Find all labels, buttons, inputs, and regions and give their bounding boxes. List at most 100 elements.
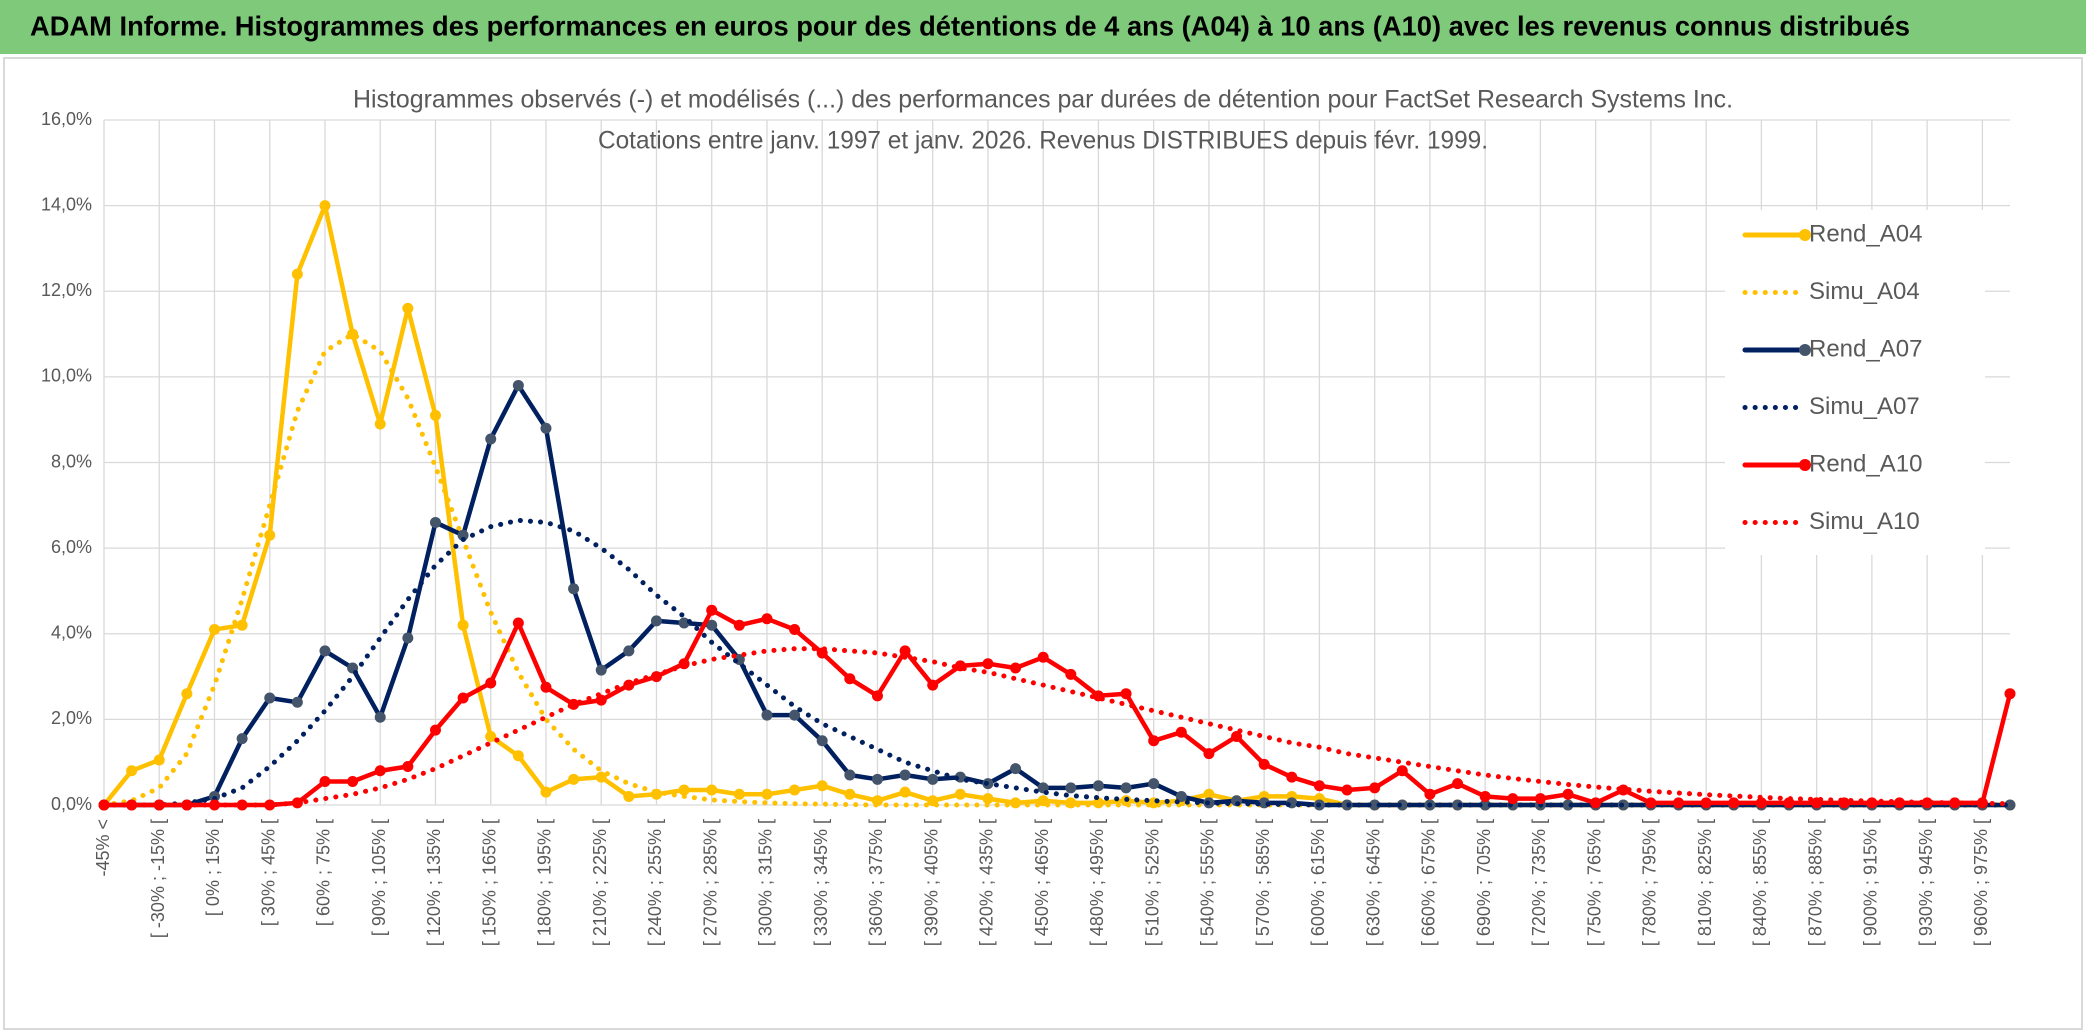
data-point	[1120, 782, 1132, 794]
data-point	[844, 673, 856, 685]
x-tick-label: [ 780% ; 795% [	[1640, 819, 1660, 946]
data-point	[540, 681, 552, 693]
data-point	[485, 677, 497, 689]
data-point	[1700, 797, 1712, 809]
y-tick-label: 14,0%	[41, 194, 92, 214]
data-point	[761, 709, 773, 721]
data-point	[927, 679, 939, 691]
chart-subtitle: Cotations entre janv. 1997 et janv. 2026…	[598, 127, 1488, 155]
data-point	[402, 760, 414, 772]
legend-label: Simu_A07	[1809, 393, 1920, 420]
x-tick-label: [ 600% ; 615% [	[1308, 819, 1328, 946]
data-point	[374, 418, 386, 430]
data-point	[1673, 797, 1685, 809]
x-tick-label: [ 390% ; 405% [	[921, 819, 941, 946]
legend-marker	[1799, 459, 1811, 471]
data-point	[236, 799, 248, 811]
data-point	[816, 780, 828, 792]
data-point	[789, 709, 801, 721]
y-tick-label: 2,0%	[51, 708, 92, 728]
x-tick-label: [ 360% ; 375% [	[866, 819, 886, 946]
y-tick-label: 16,0%	[41, 109, 92, 129]
data-point	[291, 268, 303, 280]
data-point	[1755, 797, 1767, 809]
data-point	[512, 617, 524, 629]
x-tick-label: [ 630% ; 645% [	[1363, 819, 1383, 946]
data-point	[595, 664, 607, 676]
data-point	[733, 619, 745, 631]
data-point	[2004, 799, 2016, 811]
data-point	[457, 529, 469, 541]
data-point	[1175, 726, 1187, 738]
data-point	[1010, 662, 1022, 674]
x-tick-label: [ 540% ; 555% [	[1198, 819, 1218, 946]
chart-title: Histogrammes observés (-) et modélisés (…	[353, 86, 1733, 114]
data-point	[181, 688, 193, 700]
y-tick-label: 10,0%	[41, 366, 92, 386]
data-point	[844, 769, 856, 781]
data-point	[899, 645, 911, 657]
model-line	[101, 646, 2013, 808]
data-point	[1313, 780, 1325, 792]
legend-marker	[1799, 344, 1811, 356]
x-tick-label: [ 930% ; 945% [	[1916, 819, 1936, 946]
x-tick-label: [ 720% ; 735% [	[1529, 819, 1549, 946]
data-point	[1037, 651, 1049, 663]
data-point	[1590, 797, 1602, 809]
data-point	[1396, 765, 1408, 777]
x-tick-label: [ 150% ; 165% [	[479, 819, 499, 946]
plot-area: -45% < [ -30% ; -15% [[ 0% ; 15% [[ 30% ;…	[41, 109, 2016, 946]
data-point	[319, 200, 331, 212]
x-tick-label: [ 870% ; 885% [	[1805, 819, 1825, 946]
data-point	[1424, 788, 1436, 800]
data-point	[2004, 688, 2016, 700]
data-point	[706, 604, 718, 616]
data-point	[761, 613, 773, 625]
data-point	[374, 765, 386, 777]
legend: Rend_A04 Simu_A04 Rend_A07 Simu_A07 Rend_A10…	[1742, 220, 1922, 535]
data-point	[1120, 688, 1132, 700]
x-tick-label: [ 270% ; 285% [	[700, 819, 720, 946]
x-tick-label: [ 840% ; 855% [	[1750, 819, 1770, 946]
data-point	[706, 784, 718, 796]
data-point	[1479, 799, 1491, 811]
legend-label: Rend_A07	[1809, 335, 1922, 362]
y-tick-label: 0,0%	[51, 794, 92, 814]
y-tick-label: 8,0%	[51, 451, 92, 471]
data-point	[1396, 799, 1408, 811]
data-point	[429, 409, 441, 421]
data-point	[1369, 799, 1381, 811]
data-point	[264, 529, 276, 541]
data-point	[1452, 778, 1464, 790]
data-point	[595, 694, 607, 706]
data-point	[954, 788, 966, 800]
data-point	[1092, 780, 1104, 792]
legend-label: Simu_A10	[1809, 508, 1920, 535]
data-point	[374, 711, 386, 723]
data-point	[126, 799, 138, 811]
x-tick-label: [ 300% ; 315% [	[756, 819, 776, 946]
data-point	[1065, 668, 1077, 680]
y-tick-label: 4,0%	[51, 623, 92, 643]
data-point	[1534, 793, 1546, 805]
data-point	[899, 769, 911, 781]
data-point	[153, 754, 165, 766]
data-point	[871, 690, 883, 702]
header-bar	[0, 0, 2086, 54]
x-tick-label: [ 180% ; 195% [	[535, 819, 555, 946]
x-tick-label: [ 900% ; 915% [	[1861, 819, 1881, 946]
x-tick-label: [ 330% ; 345% [	[811, 819, 831, 946]
data-point	[623, 645, 635, 657]
data-point	[568, 583, 580, 595]
legend-label: Simu_A04	[1809, 278, 1920, 305]
x-tick-label: [ 210% ; 225% [	[590, 819, 610, 946]
data-point	[789, 623, 801, 635]
data-point	[1507, 793, 1519, 805]
x-tick-label: [ 60% ; 75% [	[314, 819, 334, 926]
data-point	[733, 788, 745, 800]
data-point	[1175, 790, 1187, 802]
data-point	[899, 786, 911, 798]
legend-label: Rend_A10	[1809, 450, 1922, 477]
data-point	[208, 623, 220, 635]
data-point	[1148, 735, 1160, 747]
